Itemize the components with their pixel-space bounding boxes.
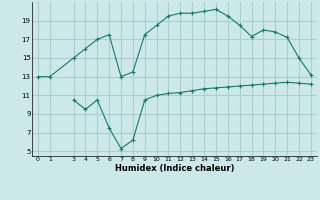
X-axis label: Humidex (Indice chaleur): Humidex (Indice chaleur) — [115, 164, 234, 173]
